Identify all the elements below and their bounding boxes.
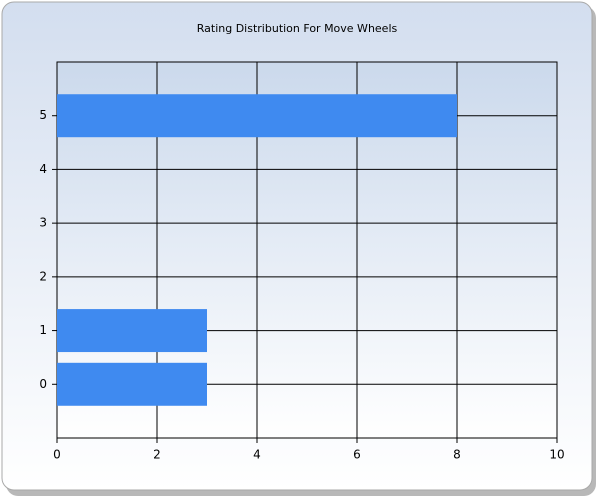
x-tick-label: 0 xyxy=(53,448,61,462)
bar xyxy=(57,94,457,138)
y-tick-label: 5 xyxy=(39,108,47,122)
x-tick-label: 2 xyxy=(153,448,161,462)
x-tick-label: 6 xyxy=(353,448,361,462)
y-tick-label: 4 xyxy=(39,162,47,176)
x-tick-label: 10 xyxy=(549,448,564,462)
bar xyxy=(57,362,207,406)
plot-border xyxy=(56,61,558,439)
y-tick-label: 0 xyxy=(39,377,47,391)
y-tick-label: 2 xyxy=(39,269,47,283)
bar xyxy=(57,309,207,353)
x-tick-label: 4 xyxy=(253,448,261,462)
y-tick-label: 1 xyxy=(39,323,47,337)
chart-title: Rating Distribution For Move Wheels xyxy=(197,22,398,35)
x-tick-label: 8 xyxy=(453,448,461,462)
y-tick-label: 3 xyxy=(39,216,47,230)
